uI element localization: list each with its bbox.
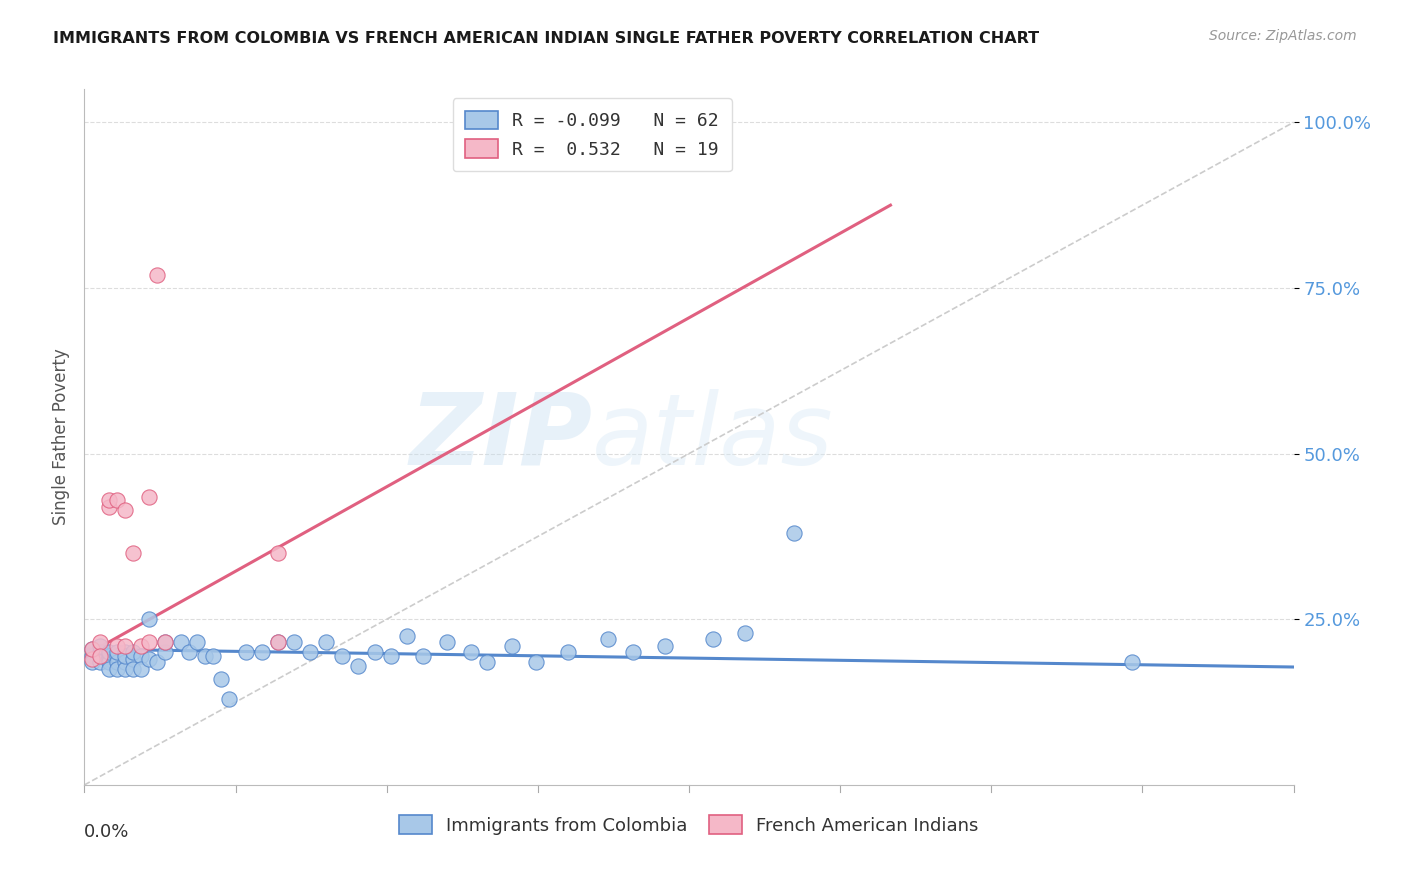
Point <box>97 493 120 508</box>
Point <box>363 645 385 659</box>
Point <box>129 648 152 663</box>
Point <box>105 648 128 663</box>
Point <box>179 645 201 659</box>
Point <box>89 645 111 659</box>
Point <box>194 648 217 663</box>
Point <box>129 639 152 653</box>
Point <box>114 645 136 659</box>
Point <box>347 658 370 673</box>
Point <box>1121 656 1143 670</box>
Point <box>82 642 104 657</box>
Point <box>138 612 160 626</box>
Point <box>82 642 104 657</box>
Point <box>146 656 169 670</box>
Point <box>97 656 120 670</box>
Point <box>129 662 152 676</box>
Point <box>702 632 724 647</box>
Point <box>97 500 120 514</box>
Point <box>89 639 111 653</box>
Point <box>315 635 337 649</box>
Point <box>97 648 120 663</box>
Point <box>153 635 176 649</box>
Point <box>621 645 644 659</box>
Point <box>82 648 104 663</box>
Point <box>114 503 136 517</box>
Point <box>209 672 232 686</box>
Point <box>654 639 676 653</box>
Text: atlas: atlas <box>592 389 834 485</box>
Point <box>235 645 257 659</box>
Point <box>380 648 402 663</box>
Point <box>114 656 136 670</box>
Text: 0.0%: 0.0% <box>84 823 129 841</box>
Point <box>783 526 806 541</box>
Point <box>395 629 418 643</box>
Text: IMMIGRANTS FROM COLOMBIA VS FRENCH AMERICAN INDIAN SINGLE FATHER POVERTY CORRELA: IMMIGRANTS FROM COLOMBIA VS FRENCH AMERI… <box>53 31 1039 46</box>
Point <box>146 268 169 282</box>
Point <box>267 546 290 560</box>
Point <box>97 662 120 676</box>
Point <box>598 632 620 647</box>
Point <box>114 662 136 676</box>
Point <box>283 635 305 649</box>
Point <box>105 656 128 670</box>
Point <box>218 691 240 706</box>
Point <box>501 639 523 653</box>
Text: Source: ZipAtlas.com: Source: ZipAtlas.com <box>1209 29 1357 43</box>
Point <box>436 635 458 649</box>
Point <box>105 493 128 508</box>
Point <box>114 648 136 663</box>
Point <box>97 645 120 659</box>
Point <box>121 645 143 659</box>
Point <box>330 648 353 663</box>
Y-axis label: Single Father Poverty: Single Father Poverty <box>52 349 70 525</box>
Point <box>186 635 208 649</box>
Point <box>533 115 555 129</box>
Point <box>89 648 111 663</box>
Point <box>138 652 160 666</box>
Point <box>82 652 104 666</box>
Point <box>138 490 160 504</box>
Point <box>105 645 128 659</box>
Point <box>299 645 322 659</box>
Point <box>105 639 128 653</box>
Point <box>89 656 111 670</box>
Point <box>114 639 136 653</box>
Point <box>121 546 143 560</box>
Legend: Immigrants from Colombia, French American Indians: Immigrants from Colombia, French America… <box>392 808 986 842</box>
Point <box>89 635 111 649</box>
Point <box>250 645 273 659</box>
Point <box>121 652 143 666</box>
Text: ZIP: ZIP <box>409 389 592 485</box>
Point <box>153 645 176 659</box>
Point <box>138 635 160 649</box>
Point <box>267 635 290 649</box>
Point <box>524 656 547 670</box>
Point <box>153 635 176 649</box>
Point <box>477 656 499 670</box>
Point <box>412 648 434 663</box>
Point <box>267 635 290 649</box>
Point <box>105 662 128 676</box>
Point <box>170 635 193 649</box>
Point <box>97 652 120 666</box>
Point <box>202 648 225 663</box>
Point <box>121 662 143 676</box>
Point <box>89 648 111 663</box>
Point <box>460 645 482 659</box>
Point <box>82 656 104 670</box>
Point <box>734 625 756 640</box>
Point <box>557 645 579 659</box>
